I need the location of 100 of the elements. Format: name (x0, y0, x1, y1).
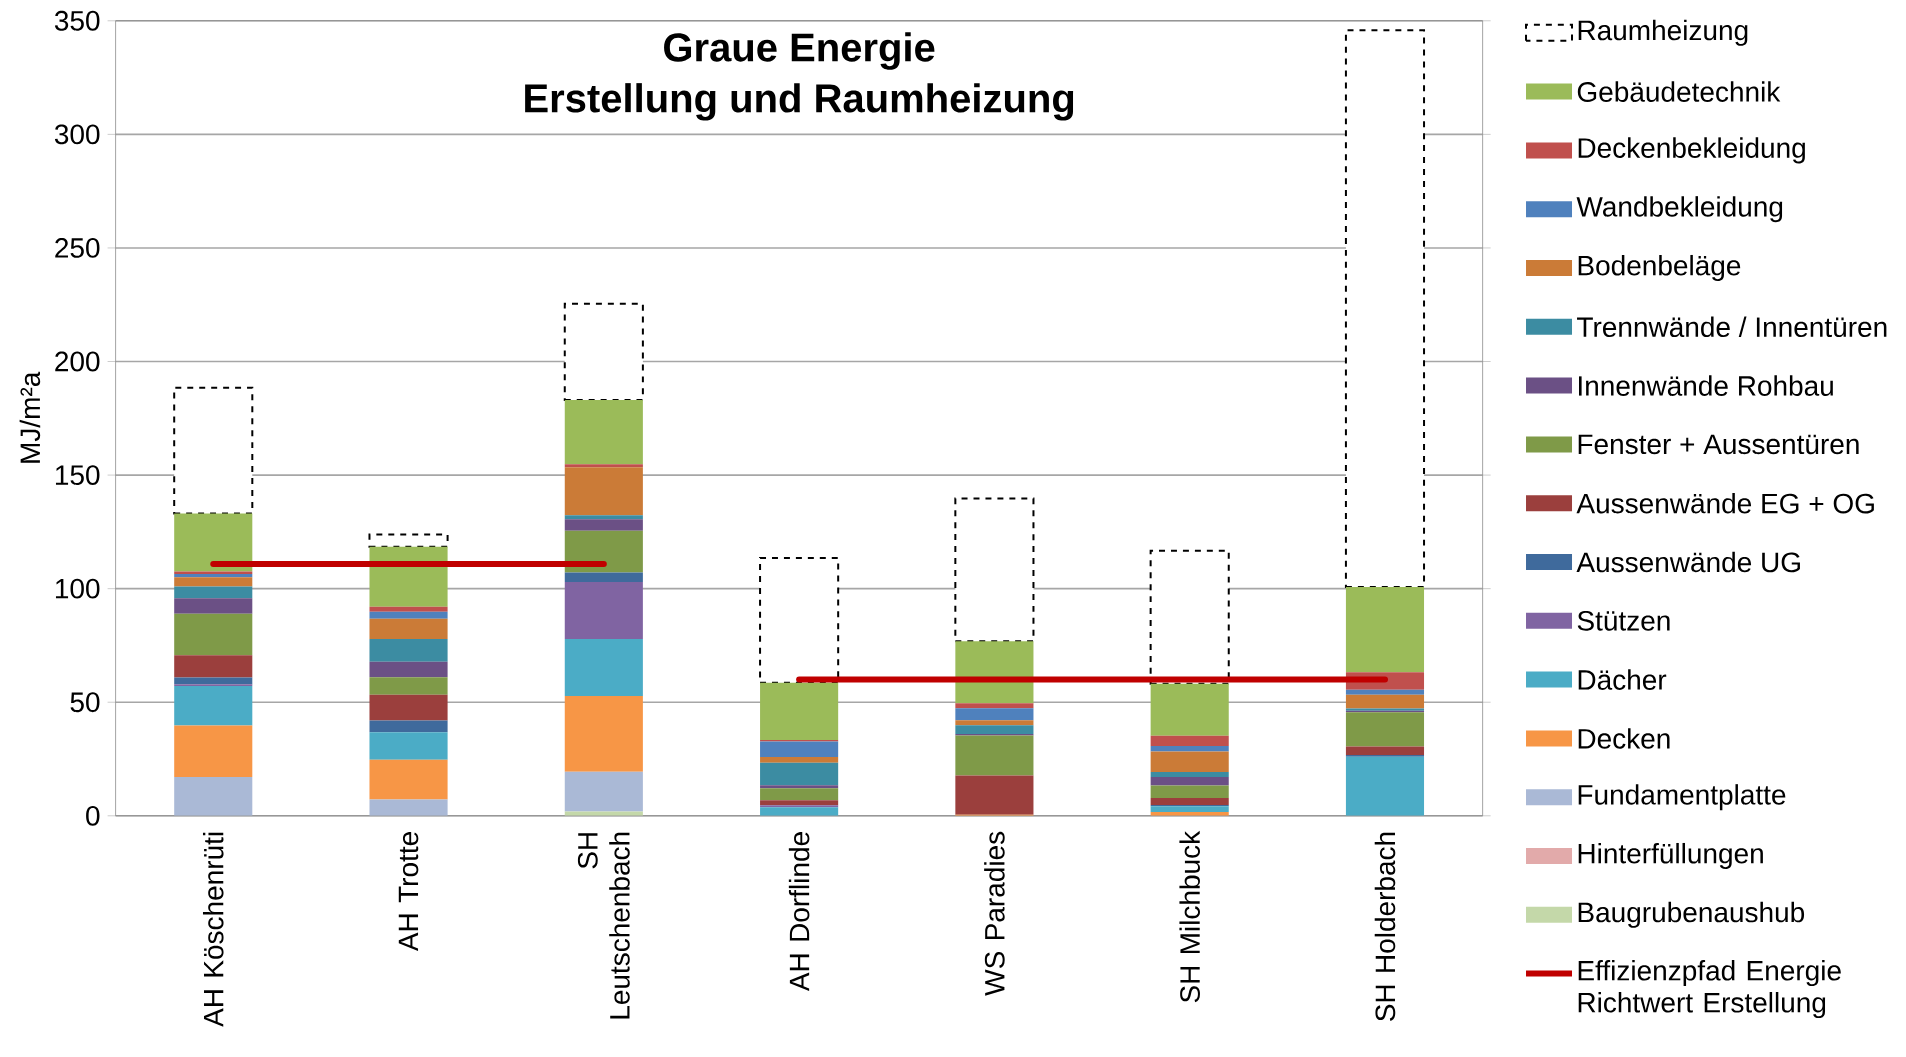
bar (1150, 683, 1229, 736)
bar (563, 302, 644, 401)
bar (1150, 735, 1229, 746)
bar (564, 581, 643, 639)
bar (955, 708, 1034, 720)
text: Erstellung und Raumheizung (525, 82, 1074, 121)
chart-title: Graue Energie (664, 32, 935, 70)
legend-label: Baugrubenaushub (1578, 901, 1805, 928)
bar (369, 611, 448, 619)
bar (1345, 689, 1425, 695)
x-tick-label: SH Milchbuck (1179, 830, 1200, 1003)
y-tick-label: 350 (54, 10, 100, 31)
legend-label: Gebäudetechnik (1577, 81, 1781, 102)
bar (1345, 586, 1425, 673)
bar (1150, 776, 1229, 786)
bar (1150, 806, 1229, 812)
bar (174, 725, 253, 777)
bar (369, 799, 448, 816)
bar (174, 677, 253, 685)
bar (954, 497, 1035, 643)
bar (564, 695, 643, 772)
bar (564, 530, 643, 573)
legend-label: Fenster + Aussentüren (1578, 434, 1859, 454)
bar (955, 703, 1034, 709)
bar (1345, 746, 1425, 755)
bar (564, 771, 643, 812)
bar (174, 654, 253, 678)
bar (174, 685, 253, 726)
bar (1150, 745, 1229, 752)
y-tick-label: 150 (55, 464, 100, 485)
y-axis-title: MJ/m²a (19, 371, 41, 463)
bar (564, 515, 643, 519)
bar (369, 661, 448, 678)
y-tick-label: 200 (55, 351, 100, 372)
legend-label: Wandbekleidung (1576, 195, 1783, 223)
y-tick-label: 250 (55, 237, 100, 258)
legend-label: Innenwände Rohbau (1579, 375, 1833, 396)
bar (760, 682, 839, 740)
legend-label: Aussenwände EG + OG (1576, 492, 1874, 514)
bar (369, 546, 448, 607)
bar (369, 720, 448, 732)
x-tick-label: SH Holderbach (1374, 832, 1396, 1021)
bar (174, 577, 253, 587)
bar (760, 806, 839, 816)
bar (760, 741, 839, 757)
bar (955, 719, 1034, 725)
bar (1345, 756, 1425, 816)
bar (369, 606, 448, 612)
y-tick-label: 300 (54, 124, 100, 145)
x-tick-label: AH Trotte (398, 831, 419, 951)
legend-label: Decken (1578, 727, 1670, 749)
bar (174, 776, 253, 816)
legend-label: Fundamentplatte (1578, 783, 1786, 811)
bar (1150, 751, 1229, 772)
legend-label: Stützen (1577, 610, 1670, 631)
legend-label: Dächer (1578, 669, 1667, 690)
bar (564, 572, 643, 582)
y-tick-label: 0 (86, 805, 100, 826)
bar (564, 518, 643, 531)
y-tick-label: 50 (70, 692, 100, 712)
bar (955, 641, 1034, 704)
bar (955, 775, 1034, 815)
bar (760, 784, 839, 789)
bar (369, 638, 448, 662)
bar (1345, 694, 1425, 709)
bar (368, 533, 449, 548)
bar (955, 724, 1034, 734)
bar (369, 731, 448, 760)
bar (1149, 549, 1230, 685)
bar (369, 759, 448, 800)
bar (174, 586, 253, 598)
x-tick-label: AH Köschenrüti (202, 832, 224, 1027)
bar (955, 735, 1034, 776)
legend-label: Trennwände / Innentüren (1577, 316, 1887, 337)
bar (369, 618, 448, 639)
bar (173, 386, 254, 515)
bar (759, 556, 840, 684)
legend-label: Bodenbeläge (1578, 254, 1741, 281)
bar (1344, 29, 1426, 588)
bar (174, 513, 253, 572)
bar (1345, 711, 1425, 747)
x-tick-label: WS Paradies (984, 831, 1005, 996)
bar (174, 573, 253, 578)
bar (564, 463, 643, 467)
legend-label: Raumheizung (1578, 19, 1748, 46)
bar (760, 788, 839, 801)
bar (760, 756, 839, 763)
legend-label: Aussenwände UG (1576, 551, 1800, 573)
x-tick-label: AH Dorflinde (788, 831, 810, 991)
bar (1150, 797, 1229, 805)
legend-label: Effizienzpfad Energie Richtwert Erstellung (1578, 959, 1841, 1018)
bar (369, 677, 448, 695)
bar (564, 399, 643, 464)
bar (564, 638, 643, 696)
bar (1150, 785, 1229, 798)
legend-label: Deckenbekleidung (1578, 137, 1805, 164)
bar (174, 597, 253, 614)
bar (564, 811, 643, 816)
x-tick-label: SH Leutschenbach (577, 832, 630, 1019)
bar (564, 466, 643, 516)
